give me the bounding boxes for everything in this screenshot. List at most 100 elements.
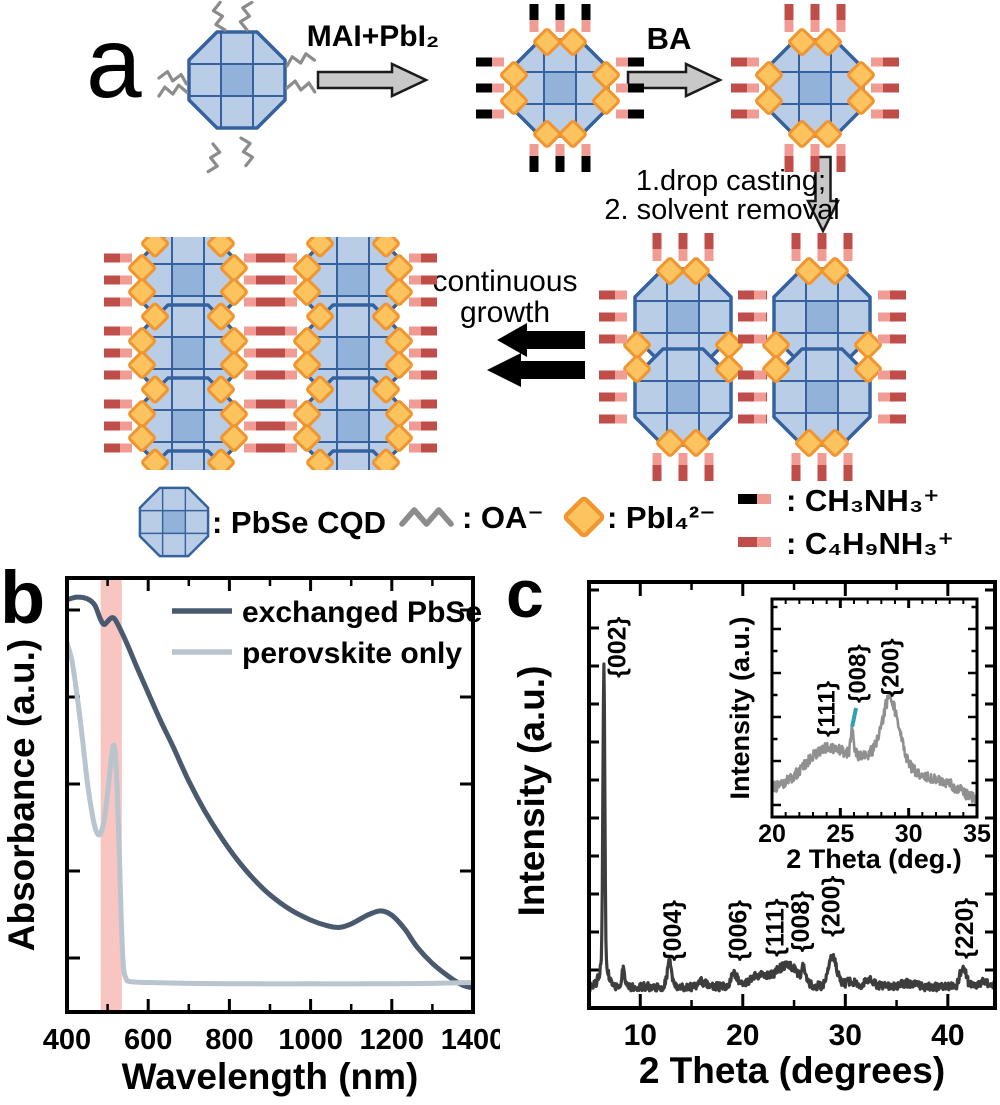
ba-cation-icon (738, 334, 766, 344)
ba-cation-icon (104, 326, 132, 336)
ba-cation-icon (784, 144, 794, 172)
curve-exchanged-PbSe (69, 594, 471, 991)
peak-label: {002} (604, 616, 632, 677)
ba-cation-icon (678, 453, 688, 481)
ba-cation-icon (269, 297, 297, 307)
ba-cation-icon (791, 233, 801, 261)
x-tick-label: 1200 (360, 1024, 425, 1056)
inset-x-axis-title: 2 Theta (deg.) (786, 844, 962, 874)
ba-cation-icon (599, 392, 627, 402)
pbse-cqd-icon (510, 38, 610, 138)
plot-frame (587, 580, 997, 1010)
ma-cation-icon (616, 83, 644, 93)
b-x-axis-title: Wavelength (nm) (122, 1056, 419, 1097)
ba-cation-icon (599, 334, 627, 344)
ba-cation-icon (104, 253, 132, 263)
ba-cation-icon (704, 233, 714, 261)
cqd-oleate (156, 0, 318, 175)
inset-frame (770, 597, 979, 819)
oa-ligand-icon (237, 0, 254, 32)
peak-label: {008} (787, 891, 815, 952)
x-tick-label: 20 (726, 1019, 759, 1052)
oa-ligand-icon (156, 82, 189, 98)
inset-x-tick-label: 35 (963, 820, 991, 848)
ba-cation-icon (599, 312, 627, 322)
ba-cation-icon (878, 392, 906, 402)
ma-cation-icon (529, 144, 539, 172)
ma-cation-icon (476, 109, 504, 119)
arrow-growth-lower-icon (487, 353, 585, 387)
step2-label: BA (647, 21, 692, 56)
ba-cation-icon (104, 399, 132, 409)
curve-perovskite-only (69, 641, 471, 987)
ba-cation-icon (878, 414, 906, 424)
inset-x-tick-label: 25 (826, 820, 854, 848)
pbse-cqd-icon (633, 347, 733, 447)
ba-cation-icon (104, 275, 132, 285)
ba-cation-icon (738, 312, 766, 322)
inset-peak-label: {200} (878, 638, 905, 697)
ma-cation-icon (529, 4, 539, 32)
pbse-cqd-icon (772, 347, 872, 447)
ba-cation-icon (269, 421, 297, 431)
ba-cation-icon (810, 144, 820, 172)
legend-ba-label: : C₄H₉NH₃⁺ (786, 526, 954, 561)
ba-cation-icon (269, 253, 297, 263)
callout-line (850, 707, 859, 727)
b-y-axis-title: Absorbance (a.u.) (1, 639, 42, 952)
legend-pbi-icon (565, 498, 604, 537)
peak-label: {111} (762, 898, 790, 957)
cqd-dimer (599, 233, 767, 481)
ba-cation-icon (678, 233, 688, 261)
ba-cation-icon (843, 453, 853, 481)
x-tick-label: 800 (205, 1024, 253, 1056)
plot-frame (65, 576, 475, 1014)
ma-cation-icon (476, 83, 504, 93)
highlight-band (100, 580, 122, 1010)
legend-oa-icon (402, 510, 451, 524)
ba-cation-icon (269, 348, 297, 358)
ba-cation-icon (104, 370, 132, 380)
ba-cation-icon (791, 453, 801, 481)
ba-cation-icon (731, 83, 759, 93)
ba-cation-icon (738, 290, 766, 300)
cqd-chain-column (269, 237, 437, 470)
ba-cation-icon (269, 275, 297, 285)
legend-entry: exchanged PbSe (242, 596, 482, 629)
oa-ligand-icon (210, 0, 227, 33)
growth-line1: continuous (432, 265, 577, 298)
ba-cation-icon (409, 275, 437, 285)
ba-cation-icon (878, 312, 906, 322)
ma-cation-icon (616, 109, 644, 119)
ba-cation-icon (409, 421, 437, 431)
ba-cation-icon (731, 109, 759, 119)
oa-ligand-icon (239, 135, 256, 168)
legend-oa-label: : OA⁻ (462, 500, 544, 535)
ba-cation-icon (836, 4, 846, 32)
cqd-ma-exchanged (476, 4, 644, 172)
ba-cation-icon (738, 392, 766, 402)
ba-cation-icon (244, 443, 272, 453)
ba-cation-icon (244, 253, 272, 263)
curves (69, 594, 471, 991)
oa-ligand-icon (283, 50, 316, 68)
ba-cation-icon (817, 233, 827, 261)
cqd-chains (104, 237, 437, 470)
ba-cation-icon (704, 453, 714, 481)
ba-cation-icon (269, 370, 297, 380)
ba-cation-icon (104, 348, 132, 358)
ba-cation-icon (104, 421, 132, 431)
oa-ligand-icon (206, 142, 223, 175)
peak-label: {220} (951, 898, 979, 959)
ma-cation-icon (555, 4, 565, 32)
ba-cation-icon (738, 370, 766, 380)
panel-c-label: c (506, 565, 544, 632)
xrd-plot: 10 20 30 40{002}{004} {006} {111}{008} {200} {2… (587, 580, 997, 1052)
ba-cation-icon (409, 297, 437, 307)
legend-ma-bar-black-icon (738, 494, 757, 504)
ba-cation-icon (269, 326, 297, 336)
panel-b-label: b (0, 565, 45, 639)
legend-pbi-label: : PbI₄²⁻ (607, 500, 716, 535)
legend-ba-bar-red-icon (738, 537, 757, 547)
